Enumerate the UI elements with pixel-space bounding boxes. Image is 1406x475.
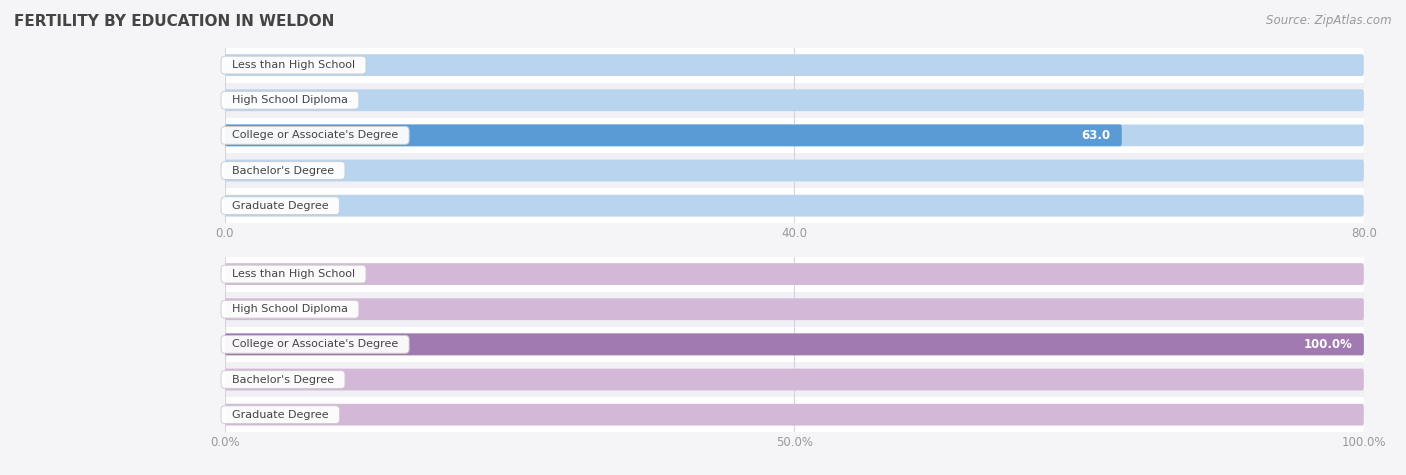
Text: 0.0%: 0.0%	[236, 303, 266, 316]
FancyBboxPatch shape	[225, 124, 1122, 146]
FancyBboxPatch shape	[225, 298, 1364, 320]
Bar	[225, 327, 1406, 362]
Text: Bachelor's Degree: Bachelor's Degree	[225, 165, 342, 176]
Text: 0.0: 0.0	[236, 199, 254, 212]
Text: 0.0: 0.0	[236, 58, 254, 72]
Bar	[225, 188, 1406, 223]
FancyBboxPatch shape	[225, 369, 1364, 390]
Bar	[225, 256, 1406, 292]
Text: Less than High School: Less than High School	[225, 269, 363, 279]
Bar	[225, 153, 1406, 188]
FancyBboxPatch shape	[225, 54, 1364, 76]
Text: 0.0: 0.0	[236, 164, 254, 177]
Bar	[225, 292, 1406, 327]
Text: Less than High School: Less than High School	[225, 60, 363, 70]
Text: Source: ZipAtlas.com: Source: ZipAtlas.com	[1267, 14, 1392, 27]
Bar	[225, 397, 1406, 432]
FancyBboxPatch shape	[225, 124, 1364, 146]
FancyBboxPatch shape	[225, 333, 1364, 355]
FancyBboxPatch shape	[225, 333, 1364, 355]
Bar	[225, 83, 1406, 118]
Text: High School Diploma: High School Diploma	[225, 304, 354, 314]
FancyBboxPatch shape	[225, 263, 1364, 285]
Text: 0.0%: 0.0%	[236, 408, 266, 421]
FancyBboxPatch shape	[225, 404, 1364, 426]
Text: FERTILITY BY EDUCATION IN WELDON: FERTILITY BY EDUCATION IN WELDON	[14, 14, 335, 29]
Bar	[225, 362, 1406, 397]
Text: 0.0: 0.0	[236, 94, 254, 107]
Text: Graduate Degree: Graduate Degree	[225, 200, 336, 211]
Text: 0.0%: 0.0%	[236, 373, 266, 386]
Text: Graduate Degree: Graduate Degree	[225, 409, 336, 420]
Text: College or Associate's Degree: College or Associate's Degree	[225, 339, 405, 350]
Text: 63.0: 63.0	[1081, 129, 1111, 142]
FancyBboxPatch shape	[225, 160, 1364, 181]
FancyBboxPatch shape	[225, 195, 1364, 217]
Text: 0.0%: 0.0%	[236, 267, 266, 281]
Bar	[225, 48, 1406, 83]
Text: 100.0%: 100.0%	[1303, 338, 1353, 351]
Bar	[225, 118, 1406, 153]
Text: College or Associate's Degree: College or Associate's Degree	[225, 130, 405, 141]
Text: Bachelor's Degree: Bachelor's Degree	[225, 374, 342, 385]
Text: High School Diploma: High School Diploma	[225, 95, 354, 105]
FancyBboxPatch shape	[225, 89, 1364, 111]
